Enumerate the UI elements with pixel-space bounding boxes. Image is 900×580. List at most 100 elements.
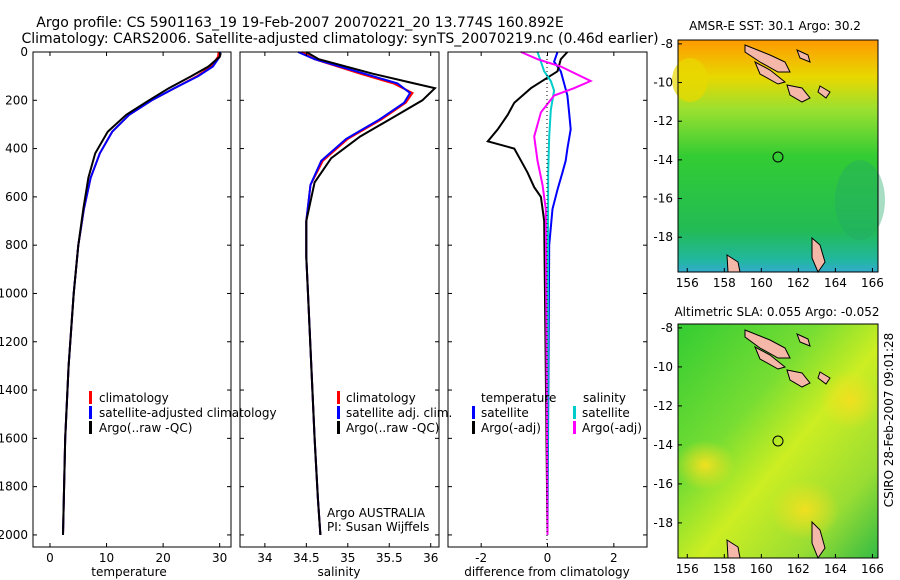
sla-map-high-patch-2 — [820, 370, 880, 430]
difference-xlabel: difference from climatology — [464, 565, 630, 579]
sla_map-xtick-label-166: 166 — [861, 562, 884, 576]
difference-legend: temperature salinity satellite Argo(-adj… — [472, 391, 642, 435]
difference-legend-label-sal-argo: Argo(-adj) — [582, 421, 642, 435]
sla_map-ytick-label-8: -8 — [661, 321, 673, 335]
temperature-ytick-label-200: 200 — [5, 93, 28, 107]
temperature-ytick-label-800: 800 — [5, 238, 28, 252]
temperature-xtick-label-20: 20 — [155, 551, 170, 565]
salinity-legend-swatch-climatology — [337, 391, 340, 404]
temperature-legend-swatch-climatology — [89, 391, 92, 404]
sst-map-panel: AMSR-E SST: 30.1 Argo: 30.2 156 158 160 162… — [653, 19, 885, 290]
salinity-series-argo-raw-qc — [305, 51, 437, 535]
salinity-xtick-label-35-5: 35.5 — [376, 551, 403, 565]
salinity-xtick-label-34-5: 34.5 — [293, 551, 320, 565]
temperature-series-argo-raw-qc — [62, 52, 222, 535]
sla_map-xtick-label-158: 158 — [713, 562, 736, 576]
sla-map-island-3 — [786, 369, 811, 388]
temperature-ytick-label-400: 400 — [5, 142, 28, 156]
sst-map-cool-patch — [835, 160, 885, 240]
sst_map-ytick-label-14: -14 — [653, 153, 673, 167]
sst_map-xtick-label-158: 158 — [713, 276, 736, 290]
sla_map-ytick-label-16: -16 — [653, 477, 673, 491]
sla-map-island-5 — [817, 371, 831, 385]
temperature-ytick-label-2000: 2000 — [0, 528, 28, 542]
difference-series-salinity-satellite — [536, 51, 556, 535]
temperature-ytick-label-1000: 1000 — [0, 286, 28, 300]
temperature-xtick-label-0: 0 — [46, 551, 54, 565]
sst-map-island-2 — [754, 60, 787, 85]
temperature-series-climatology — [62, 51, 220, 535]
sst_map-ytick-label-10: -10 — [653, 76, 673, 90]
difference-legend-label-temp-argo: Argo(-adj) — [481, 421, 541, 435]
sst-map-argo-marker — [772, 151, 784, 163]
sst_map-ytick-label-18: -18 — [653, 230, 673, 244]
difference-legend-label-sal-satellite: satellite — [582, 406, 630, 420]
sla_map-ytick-label-10: -10 — [653, 360, 673, 374]
salinity-legend: climatology satellite adj. clim. Argo(..… — [337, 391, 452, 435]
sla-map-island-1 — [744, 329, 791, 359]
salinity-legend-label-argo: Argo(..raw -QC) — [346, 421, 439, 435]
sst-map-island-4 — [796, 49, 811, 63]
sst_map-xtick-label-164: 164 — [824, 276, 847, 290]
difference-xtick-label-0: 0 — [544, 551, 552, 565]
difference-legend-label-temp-satellite: satellite — [481, 406, 529, 420]
salinity-annotation-line2: PI: Susan Wijffels — [327, 520, 429, 534]
difference-series-temperature-satellite — [546, 51, 572, 535]
sla-map-panel: Altimetric SLA: 0.055 Argo: -0.052 156 15… — [653, 305, 884, 576]
temperature-panel: 0 10 20 30 0 200 400 600 800 1000 1200 1400 1600 1800… — [0, 45, 277, 579]
salinity-xtick-label-34: 34 — [257, 551, 272, 565]
sst-map-island-6 — [811, 236, 826, 274]
figure-title-line2: Climatology: CARS2006. Satellite-adjuste… — [21, 31, 658, 47]
sla_map-xtick-label-162: 162 — [787, 562, 810, 576]
difference-legend-swatch-sal-argo — [573, 421, 576, 434]
sla-map-high-patch-3 — [770, 480, 840, 540]
salinity-legend-label-climatology: climatology — [346, 391, 416, 405]
salinity-panel: 34 34.5 35 35.5 36 salinity climatology sate… — [239, 51, 452, 579]
temperature-xtick-label-10: 10 — [99, 551, 114, 565]
sst_map-xtick-label-162: 162 — [787, 276, 810, 290]
figure-title-line1: Argo profile: CS 5901163_19 19-Feb-2007 … — [36, 15, 563, 31]
temperature-ytick-label-600: 600 — [5, 190, 28, 204]
temperature-legend-label-satellite: satellite-adjusted climatology — [99, 406, 277, 420]
sst_map-xtick-label-156: 156 — [676, 276, 699, 290]
salinity-axes-frame — [239, 51, 440, 548]
sst-map-coastlines — [726, 44, 831, 274]
temperature-ytick-label-1400: 1400 — [0, 383, 28, 397]
sst-map-island-5 — [817, 85, 831, 99]
salinity-series-climatology — [301, 51, 414, 535]
sla-map-island-4 — [796, 333, 811, 347]
salinity-legend-swatch-satellite — [337, 406, 340, 419]
sla_map-ytick-label-18: -18 — [653, 516, 673, 530]
temperature-ytick-label-1600: 1600 — [0, 431, 28, 445]
temperature-series-satellite-adjusted-climatology — [62, 51, 222, 535]
temperature-legend: climatology satellite-adjusted climatolo… — [89, 391, 277, 435]
sla-map-frame — [677, 323, 879, 559]
temperature-ytick-label-1200: 1200 — [0, 335, 28, 349]
difference-legend-swatch-temp-argo — [472, 421, 475, 434]
sst_map-ytick-label-16: -16 — [653, 192, 673, 206]
sst-map-island-3 — [786, 84, 811, 103]
sst_map-xtick-label-166: 166 — [861, 276, 884, 290]
sla-map-high-patch-1 — [675, 440, 735, 490]
temperature-axes-frame — [32, 51, 232, 548]
sla_map-xtick-label-156: 156 — [676, 562, 699, 576]
sla-map-title: Altimetric SLA: 0.055 Argo: -0.052 — [674, 305, 879, 319]
difference-legend-title-temperature: temperature — [481, 391, 556, 405]
sst-map-field — [678, 40, 878, 272]
salinity-annotation-line1: Argo AUSTRALIA — [327, 506, 426, 520]
sst_map-ytick-label-8: -8 — [661, 37, 673, 51]
salinity-legend-label-satellite: satellite adj. clim. — [346, 406, 452, 420]
sla-map-argo-marker — [772, 435, 784, 447]
sla-map-island-6 — [811, 520, 826, 560]
difference-series-salinity-argo-adj — [520, 51, 593, 535]
temperature-legend-label-climatology: climatology — [99, 391, 169, 405]
salinity-xtick-label-36: 36 — [423, 551, 438, 565]
temperature-ytick-label-1800: 1800 — [0, 480, 28, 494]
temperature-legend-swatch-satellite — [89, 406, 92, 419]
temperature-legend-label-argo: Argo(..raw -QC) — [99, 421, 192, 435]
sla_map-xtick-label-160: 160 — [750, 562, 773, 576]
temperature-xlabel: temperature — [91, 565, 166, 579]
sst-map-warm-patch — [672, 58, 708, 102]
difference-panel: -2 0 2 difference from climatology tempera… — [447, 51, 648, 579]
